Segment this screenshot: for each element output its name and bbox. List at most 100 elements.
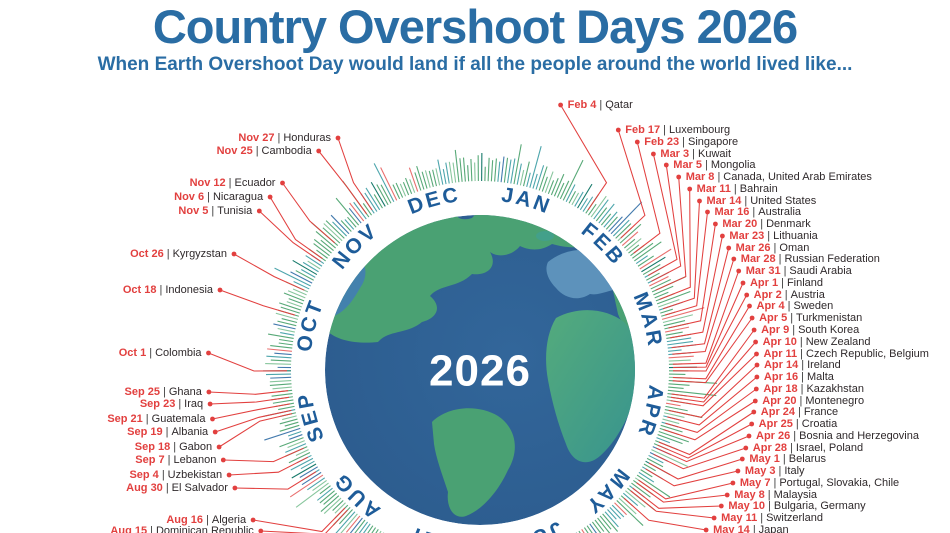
day-tick bbox=[408, 167, 419, 192]
day-tick bbox=[293, 281, 310, 290]
center-year: 2026 bbox=[429, 347, 531, 396]
day-tick bbox=[553, 173, 565, 197]
day-tick bbox=[653, 285, 674, 296]
day-tick bbox=[605, 216, 618, 230]
day-tick bbox=[519, 169, 525, 186]
day-tick bbox=[621, 231, 639, 246]
day-tick bbox=[295, 270, 314, 281]
leader-line bbox=[234, 471, 317, 490]
day-tick bbox=[618, 497, 637, 515]
day-tick bbox=[338, 509, 353, 525]
day-tick bbox=[301, 269, 316, 278]
day-tick bbox=[409, 179, 416, 193]
day-tick bbox=[577, 183, 593, 209]
leader-line bbox=[671, 329, 755, 399]
day-tick bbox=[607, 509, 617, 520]
day-tick bbox=[565, 184, 576, 203]
label-dot bbox=[316, 148, 322, 154]
day-tick bbox=[281, 318, 298, 324]
day-tick bbox=[277, 320, 297, 327]
day-tick bbox=[657, 298, 680, 308]
day-tick bbox=[375, 529, 379, 533]
day-tick bbox=[654, 291, 669, 299]
day-tick bbox=[323, 497, 342, 514]
label-dot bbox=[736, 268, 742, 274]
leader-line bbox=[672, 317, 753, 384]
label-dot bbox=[212, 429, 218, 435]
day-tick bbox=[657, 434, 683, 445]
day-tick bbox=[421, 171, 428, 189]
label-dot bbox=[743, 445, 749, 451]
day-tick bbox=[335, 197, 360, 226]
day-tick bbox=[373, 163, 395, 203]
day-tick bbox=[487, 157, 490, 182]
day-tick bbox=[323, 223, 343, 242]
day-tick bbox=[646, 457, 664, 468]
day-tick bbox=[316, 249, 328, 259]
header: Country Overshoot Days 2026 When Earth O… bbox=[0, 0, 950, 76]
day-tick bbox=[568, 190, 576, 204]
day-tick bbox=[660, 424, 683, 433]
leader-line bbox=[672, 305, 750, 380]
leader-line bbox=[668, 364, 758, 418]
day-tick bbox=[547, 180, 555, 194]
day-tick bbox=[286, 301, 303, 308]
day-tick bbox=[574, 191, 584, 207]
day-tick bbox=[279, 437, 304, 448]
day-tick bbox=[462, 157, 466, 182]
leader-line bbox=[208, 352, 288, 372]
leader-line bbox=[672, 258, 735, 355]
label-dot bbox=[256, 208, 262, 214]
day-tick bbox=[526, 172, 531, 187]
leader-line bbox=[210, 396, 289, 405]
day-tick bbox=[279, 418, 298, 425]
label-dot bbox=[718, 503, 724, 509]
label-dot bbox=[754, 374, 760, 380]
day-tick bbox=[642, 264, 661, 276]
day-tick bbox=[288, 452, 311, 464]
day-tick bbox=[319, 490, 335, 504]
day-tick bbox=[544, 171, 554, 193]
label-dot bbox=[220, 457, 226, 463]
day-tick bbox=[494, 158, 497, 182]
day-tick bbox=[269, 383, 292, 386]
leader-line bbox=[672, 270, 740, 365]
day-tick bbox=[279, 302, 301, 311]
day-tick bbox=[307, 477, 326, 491]
day-tick bbox=[283, 292, 305, 302]
day-tick bbox=[541, 176, 548, 192]
day-tick bbox=[292, 259, 318, 276]
day-tick bbox=[667, 389, 717, 397]
day-tick bbox=[323, 492, 338, 505]
label-dot bbox=[726, 245, 732, 251]
leader-line bbox=[653, 447, 746, 470]
day-tick bbox=[287, 290, 306, 299]
day-tick bbox=[550, 178, 559, 196]
day-tick bbox=[313, 239, 332, 254]
day-tick bbox=[665, 326, 690, 333]
day-tick bbox=[295, 482, 329, 508]
day-tick bbox=[270, 376, 292, 379]
day-tick bbox=[522, 161, 530, 187]
label-dot bbox=[280, 180, 285, 186]
label-dot bbox=[703, 527, 709, 533]
day-tick bbox=[348, 207, 362, 224]
leader-line bbox=[215, 409, 292, 433]
day-tick bbox=[295, 449, 309, 456]
day-tick bbox=[332, 221, 348, 237]
day-tick bbox=[335, 511, 356, 533]
month-label-apr: APR bbox=[633, 384, 668, 441]
leader-line bbox=[658, 411, 755, 456]
day-tick bbox=[402, 182, 410, 196]
day-tick bbox=[278, 342, 293, 346]
day-tick bbox=[299, 466, 318, 478]
leader-line bbox=[617, 129, 646, 239]
day-tick bbox=[490, 160, 494, 182]
day-tick bbox=[665, 331, 683, 336]
leader-line bbox=[659, 188, 691, 300]
label-dot bbox=[558, 102, 563, 108]
day-tick bbox=[641, 256, 666, 273]
continent-shape-africa bbox=[546, 310, 635, 463]
day-tick bbox=[282, 415, 297, 421]
